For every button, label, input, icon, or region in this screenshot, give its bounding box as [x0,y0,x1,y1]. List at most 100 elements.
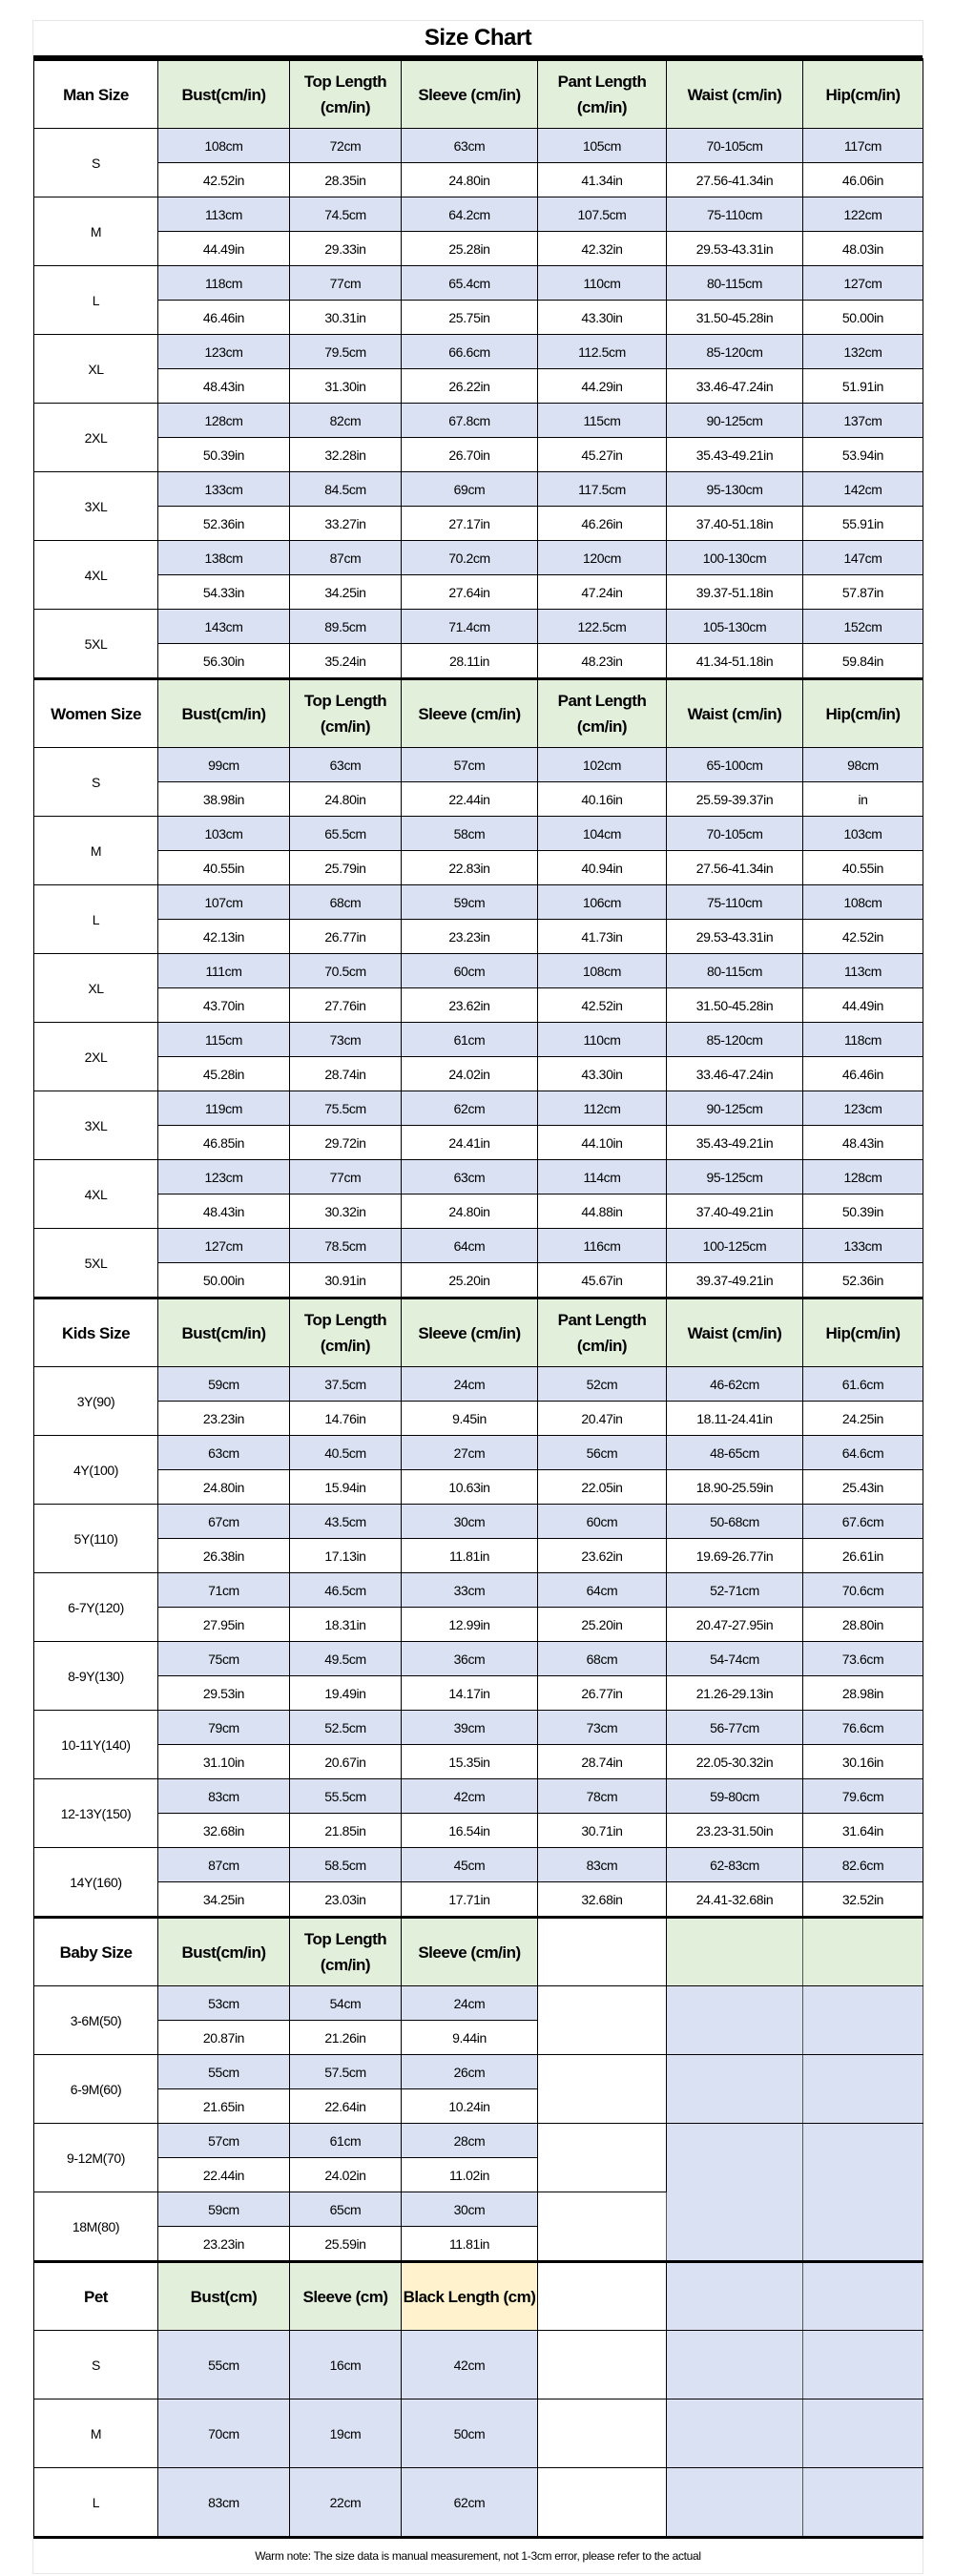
cm-value: 77cm [289,1159,402,1195]
cm-value: 54cm [289,1985,402,2021]
cm-value: 24cm [401,1366,538,1402]
inch-value: 52.36in [157,506,290,541]
cm-value: 70.2cm [401,540,538,575]
inch-value: 18.31in [289,1607,402,1642]
cm-value: 80-115cm [666,265,803,301]
size-label: 2XL [33,1022,158,1091]
cm-value: 22cm [289,2467,402,2539]
cm-value: 57cm [157,2123,290,2158]
cm-value: 143cm [157,609,290,644]
table-row: 42.52in 28.35in 24.80in 41.34in 27.56-41.34i… [34,162,923,197]
empty-header [666,2260,803,2331]
cm-value: 46.5cm [289,1572,402,1608]
table-row: 45.28in 28.74in 24.02in 43.30in 33.46-47.24i… [34,1056,923,1091]
inch-value: 35.43-49.21in [666,1125,803,1160]
inch-value: 23.62in [537,1538,667,1573]
inch-value: 40.55in [157,850,290,885]
cm-value: 133cm [157,471,290,507]
cm-value: 104cm [537,816,667,851]
table-row: 4XL 123cm 77cm 63cm 114cm 95-125cm 128cm [33,1159,923,1229]
inch-value: 26.77in [537,1675,667,1711]
inch-value: 30.32in [289,1194,402,1229]
inch-value: 24.02in [289,2157,402,2192]
empty-cell [537,2399,667,2468]
inch-value: 51.91in [802,368,923,404]
cm-value: 36cm [401,1641,538,1676]
section-title: Pet [33,2260,158,2331]
inch-value: 28.11in [401,643,538,679]
inch-value: 24.80in [401,1194,538,1229]
column-header: Pant Length (cm/in) [537,58,667,129]
cm-value: 42cm [401,1778,538,1814]
inch-value: 43.30in [537,300,667,335]
size-label: 3Y(90) [33,1366,158,1436]
inch-value: 48.43in [157,1194,290,1229]
cm-value: 75.5cm [289,1091,402,1126]
cm-value: 63cm [401,1159,538,1195]
cm-value: 56-77cm [666,1710,803,1745]
cm-value: 147cm [802,540,923,575]
inch-value: 40.55in [802,850,923,885]
inch-value: 22.83in [401,850,538,885]
inch-value: 42.52in [802,919,923,954]
inch-value: 25.59in [289,2226,402,2262]
inch-value: 25.43in [802,1469,923,1505]
cm-value: 80-115cm [666,953,803,988]
inch-value: 37.40-51.18in [666,506,803,541]
inch-value: 15.94in [289,1469,402,1505]
cm-value: 30cm [401,2192,538,2227]
inch-value: 59.84in [802,643,923,679]
table-row: 6-7Y(120) 71cm 46.5cm 33cm 64cm 52-71cm 70.6cm [33,1572,923,1642]
cm-value: 64cm [401,1228,538,1263]
table-row: 27.95in 18.31in 12.99in 25.20in 20.47-27.95i… [34,1607,923,1642]
empty-cell [666,2054,803,2124]
cm-value: 75-110cm [666,197,803,232]
inch-value: 32.52in [802,1881,923,1918]
cm-value: 85-120cm [666,334,803,369]
inch-value: 33.46-47.24in [666,368,803,404]
inch-value: 28.80in [802,1607,923,1642]
table-row: 3-6M(50) 53cm 54cm 24cm [33,1985,923,2055]
cm-value: 63cm [401,128,538,163]
size-label: L [33,2467,158,2539]
table-row: Kids Size Bust(cm/in) Top Length (cm/in) Sl… [33,1297,923,1367]
column-header: Sleeve (cm/in) [401,58,538,129]
cm-value: 115cm [157,1022,290,1057]
inch-value: 29.53-43.31in [666,919,803,954]
section-title: Baby Size [33,1916,158,1986]
table-row: Man Size Bust(cm/in) Top Length (cm/in) Sle… [33,58,923,129]
size-label: 18M(80) [33,2192,158,2262]
size-label: 3-6M(50) [33,1985,158,2055]
cm-value: 52cm [537,1366,667,1402]
inch-value: 18.90-25.59in [666,1469,803,1505]
empty-cell [802,2054,923,2124]
table-row: 3Y(90) 59cm 37.5cm 24cm 52cm 46-62cm 61.6cm [33,1366,923,1436]
inch-value: 32.28in [289,437,402,472]
inch-value: 44.88in [537,1194,667,1229]
cm-value: 19cm [289,2399,402,2468]
size-label: S [33,128,158,197]
cm-value: 57cm [401,747,538,782]
column-header: Bust(cm) [157,2260,290,2331]
cm-value: 78cm [537,1778,667,1814]
cm-value: 113cm [157,197,290,232]
empty-cell [537,2330,667,2399]
inch-value: 30.31in [289,300,402,335]
table-row: 24.80in 15.94in 10.63in 22.05in 18.90-25.59i… [34,1469,923,1505]
table-row: 23.23in 14.76in 9.45in 20.47in 18.11-24.41in… [34,1401,923,1436]
cm-value: 50cm [401,2399,538,2468]
cm-value: 89.5cm [289,609,402,644]
inch-value: 27.56-41.34in [666,162,803,197]
cm-value: 84.5cm [289,471,402,507]
cm-value: 26cm [401,2054,538,2089]
cm-value: 102cm [537,747,667,782]
inch-value: 17.13in [289,1538,402,1573]
inch-value: 48.43in [157,368,290,404]
cm-value: 95-125cm [666,1159,803,1195]
table-row: 38.98in 24.80in 22.44in 40.16in 25.59-39.37i… [34,781,923,817]
cm-value: 85-120cm [666,1022,803,1057]
cm-value: 60cm [401,953,538,988]
cm-value: 103cm [157,816,290,851]
size-label: 3XL [33,1091,158,1160]
cm-value: 100-125cm [666,1228,803,1263]
